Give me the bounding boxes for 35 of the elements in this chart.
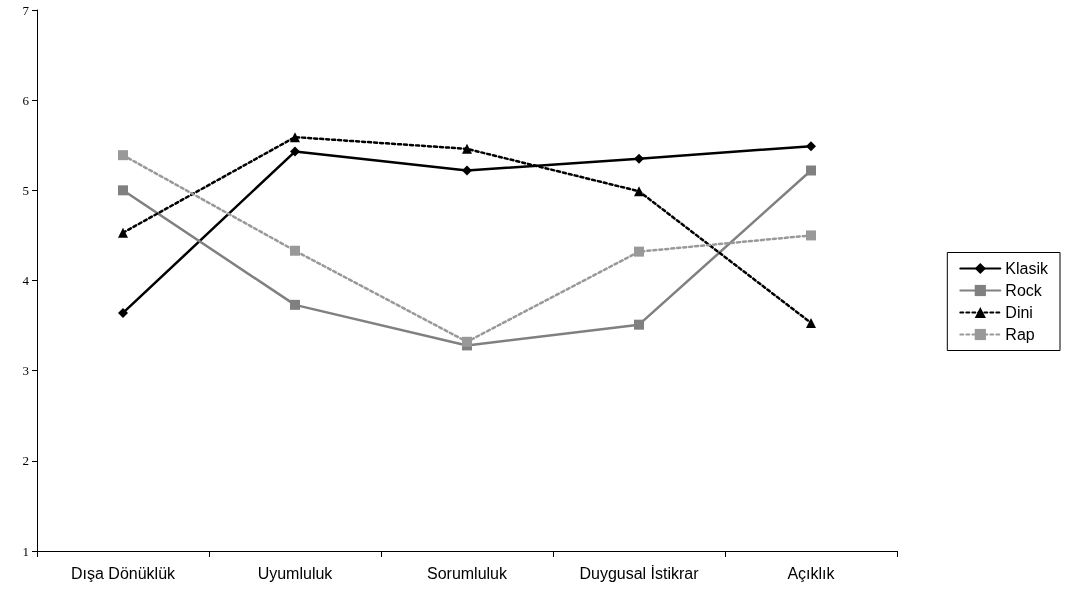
y-tick-label: 5: [22, 182, 29, 198]
point: [118, 150, 128, 161]
y-tick-label: 2: [22, 453, 29, 469]
y-tick-label: 1: [22, 543, 29, 559]
point: [118, 227, 128, 238]
point: [634, 319, 644, 330]
point: [118, 185, 128, 196]
point: [806, 141, 816, 152]
point: [634, 186, 644, 197]
point: [290, 299, 300, 310]
point: [806, 317, 816, 328]
x-tick-label: Dışa Dönüklük: [70, 564, 177, 582]
legend-label: Klasik: [1005, 260, 1049, 277]
point: [634, 153, 644, 164]
point: [462, 143, 472, 154]
y-tick-label: 3: [22, 363, 29, 379]
y-tick-label: 7: [22, 2, 30, 18]
y-tick-label: 4: [22, 273, 30, 288]
point: [634, 246, 644, 257]
point: [806, 165, 816, 176]
point: [806, 230, 816, 241]
legend-label: Rap: [1005, 326, 1035, 343]
x-tick-label: Açıklık: [787, 564, 836, 582]
legend-label: Dini: [1005, 304, 1033, 321]
point: [290, 245, 300, 256]
point: [462, 336, 472, 347]
x-tick-label: Duygusal İstikrar: [579, 563, 700, 582]
x-tick-label: Sorumluluk: [426, 564, 509, 582]
point: [462, 165, 472, 176]
x-tick-label: Uyumluluk: [257, 564, 334, 582]
y-tick-label: 6: [22, 92, 30, 108]
point: [290, 132, 300, 143]
point: [118, 307, 128, 318]
legend-label: Rock: [1005, 282, 1043, 299]
point: [290, 146, 300, 157]
